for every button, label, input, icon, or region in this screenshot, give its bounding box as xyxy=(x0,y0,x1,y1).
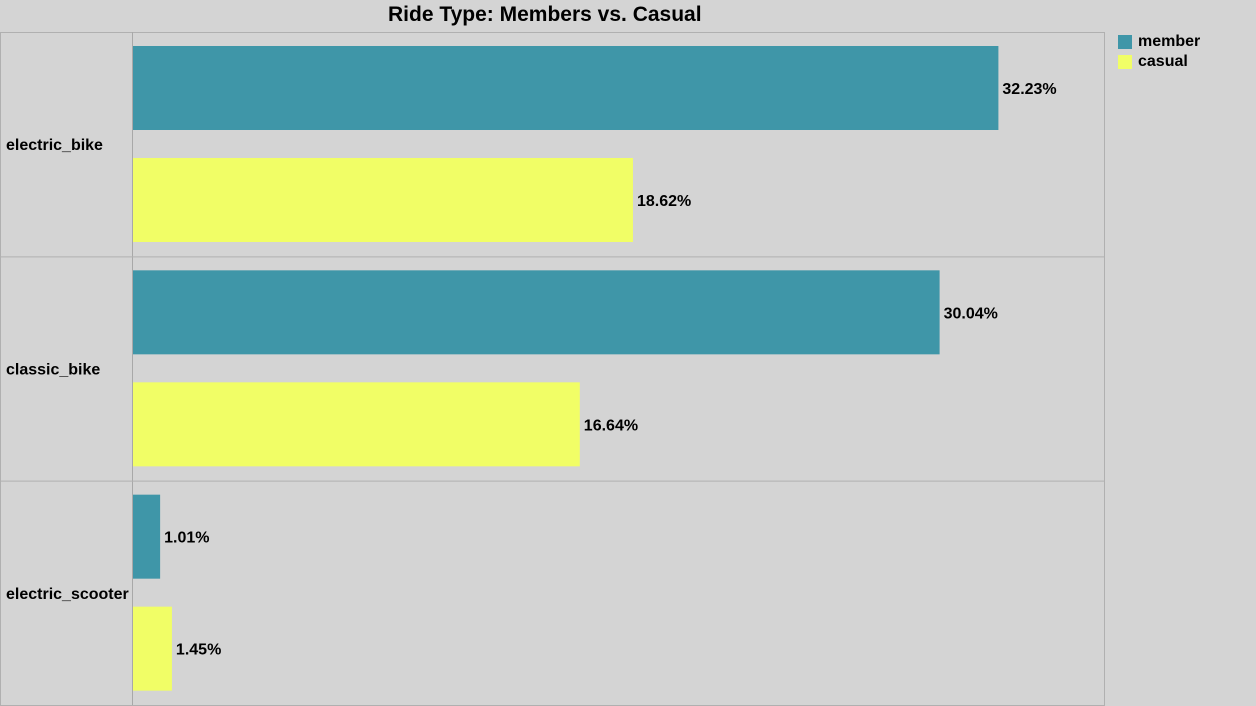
y-tick-label: classic_bike xyxy=(6,362,100,379)
legend-item-casual: casual xyxy=(1118,52,1200,72)
data-label: 18.62% xyxy=(637,193,691,210)
bar-casual-classic_bike xyxy=(133,382,580,467)
data-label: 16.64% xyxy=(584,417,638,434)
legend: member casual xyxy=(1118,32,1200,72)
legend-item-member: member xyxy=(1118,32,1200,52)
bar-casual-electric_scooter xyxy=(133,606,172,691)
legend-label-member: member xyxy=(1138,33,1201,50)
legend-label-casual: casual xyxy=(1138,53,1188,70)
bar-member-electric_bike xyxy=(133,46,999,130)
bar-member-classic_bike xyxy=(133,270,940,355)
bar-casual-electric_bike xyxy=(133,158,633,242)
data-label: 1.01% xyxy=(164,530,209,547)
data-label: 32.23% xyxy=(1002,81,1056,98)
bar-member-electric_scooter xyxy=(133,494,161,579)
plot-frame xyxy=(0,32,1105,706)
legend-swatch-member xyxy=(1118,35,1132,49)
legend-swatch-casual xyxy=(1118,55,1132,69)
chart-title: Ride Type: Members vs. Casual xyxy=(388,3,702,26)
data-label: 1.45% xyxy=(176,642,221,659)
y-tick-label: electric_bike xyxy=(6,137,103,154)
data-label: 30.04% xyxy=(944,305,998,322)
y-tick-label: electric_scooter xyxy=(6,586,129,603)
